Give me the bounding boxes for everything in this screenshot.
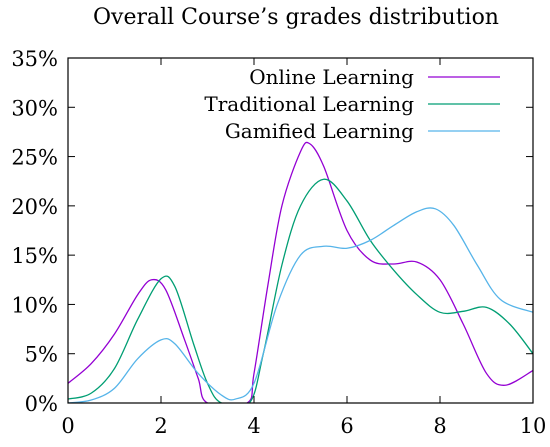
series-line-1 [68,178,533,403]
plot-curves [68,141,533,403]
legend: Online Learning Traditional Learning Gamif… [204,65,500,143]
plot-frame [67,57,534,404]
legend-label-0: Online Learning [249,65,414,89]
plot-axes: 0 2 4 6 8 10 0% 5% 10% 15% 20% 25% 30% 35% [11,47,546,438]
x-tick-label: 6 [340,414,353,438]
series-line-2 [68,207,533,403]
y-tick-label: 25% [11,146,58,170]
y-tick-label: 35% [11,47,58,71]
chart-title: Overall Course’s grades distribution [93,5,499,30]
legend-label-2: Gamified Learning [225,119,414,143]
y-tick-label: 10% [11,293,58,317]
x-tick-label: 2 [154,414,167,438]
legend-label-1: Traditional Learning [204,92,414,116]
y-tick-label: 30% [11,96,58,120]
y-tick-label: 15% [11,244,58,268]
y-tick-label: 5% [25,343,58,367]
x-tick-label: 4 [247,414,260,438]
series-line-0 [68,141,533,403]
y-tick-label: 0% [25,392,58,416]
y-tick-label: 20% [11,195,58,219]
x-tick-label: 0 [61,414,74,438]
x-tick-label: 8 [433,414,446,438]
x-tick-label: 10 [520,414,547,438]
